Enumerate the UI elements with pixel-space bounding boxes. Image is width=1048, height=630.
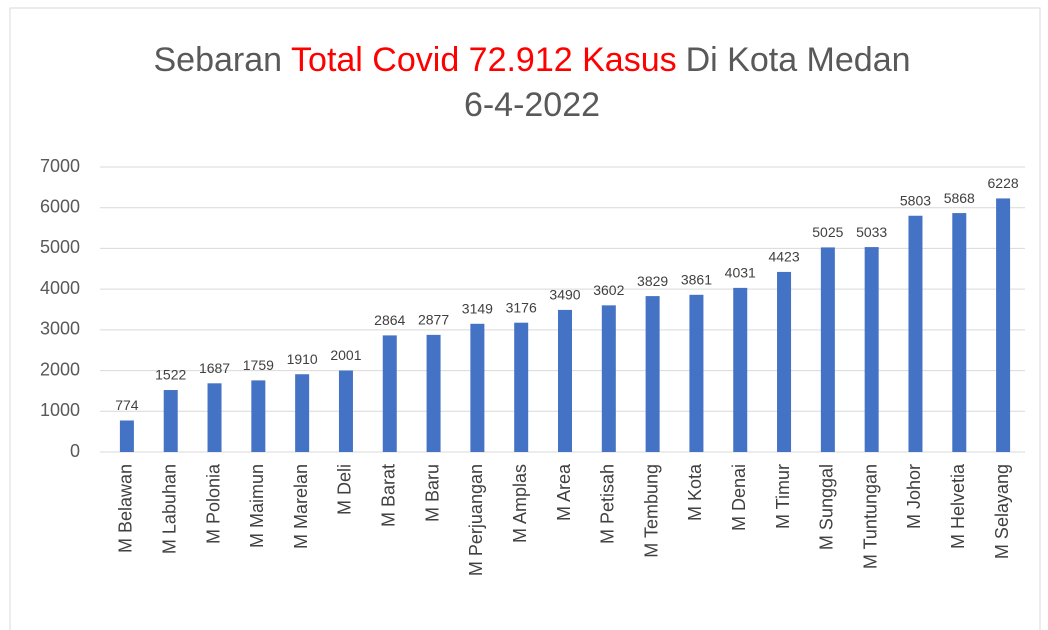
x-tick-label: M Belawan bbox=[116, 464, 136, 553]
y-tick-label: 4000 bbox=[40, 278, 80, 298]
y-tick-label: 7000 bbox=[40, 156, 80, 176]
x-tick-label: M Perjuangan bbox=[466, 464, 486, 576]
value-label: 3602 bbox=[593, 282, 624, 298]
x-tick-label: M Tuntungan bbox=[860, 464, 880, 569]
x-tick-label: M Tembung bbox=[641, 464, 661, 558]
x-tick-label: M Timur bbox=[773, 464, 793, 529]
chart-subtitle: 6-4-2022 bbox=[464, 86, 600, 124]
value-label: 3490 bbox=[549, 287, 580, 303]
y-tick-label: 2000 bbox=[40, 359, 80, 379]
value-label: 774 bbox=[115, 397, 139, 413]
value-label: 3829 bbox=[637, 273, 668, 289]
x-tick-label: M Marelan bbox=[291, 464, 311, 549]
bar bbox=[207, 383, 222, 452]
x-tick-label: M Area bbox=[554, 463, 574, 521]
x-tick-label: M Polonia bbox=[203, 463, 223, 544]
x-tick-label: M Petisah bbox=[598, 464, 618, 544]
x-tick-label: M Johor bbox=[904, 464, 924, 529]
title-highlight: Total Covid 72.912 Kasus bbox=[291, 41, 677, 79]
x-tick-label: M Maimun bbox=[247, 464, 267, 548]
bar bbox=[952, 213, 967, 452]
value-label: 1522 bbox=[155, 367, 186, 383]
value-label: 5803 bbox=[900, 192, 931, 208]
bar bbox=[996, 198, 1011, 452]
bar bbox=[163, 390, 178, 452]
bar bbox=[382, 335, 397, 452]
x-tick-label: M Labuhan bbox=[159, 464, 179, 554]
chart-title: Sebaran Total Covid 72.912 Kasus Di Kota M… bbox=[153, 41, 910, 79]
chart-frame bbox=[9, 7, 1041, 630]
bar bbox=[295, 374, 310, 452]
value-label: 1687 bbox=[199, 360, 230, 376]
bar bbox=[908, 215, 923, 452]
y-tick-label: 6000 bbox=[40, 196, 80, 216]
value-label: 2001 bbox=[330, 347, 361, 363]
bar bbox=[558, 309, 572, 452]
y-tick-label: 5000 bbox=[40, 237, 80, 257]
x-tick-label: M Baru bbox=[422, 464, 442, 522]
bar bbox=[338, 370, 353, 452]
bar bbox=[820, 247, 835, 452]
bar bbox=[733, 287, 748, 452]
value-label: 4423 bbox=[768, 249, 799, 265]
bar bbox=[864, 247, 879, 452]
x-tick-label: M Denai bbox=[729, 464, 749, 531]
value-label: 3149 bbox=[462, 300, 493, 316]
x-tick-label: M Helvetia bbox=[948, 463, 968, 549]
y-tick-label: 3000 bbox=[40, 319, 80, 339]
value-label: 5033 bbox=[856, 224, 887, 240]
bar bbox=[689, 294, 704, 452]
bar bbox=[119, 420, 134, 452]
y-tick-label: 0 bbox=[70, 441, 80, 461]
bar bbox=[470, 323, 485, 452]
x-tick-label: M Sunggal bbox=[817, 464, 837, 550]
value-label: 2864 bbox=[374, 312, 405, 328]
x-tick-label: M Barat bbox=[379, 464, 399, 527]
value-label: 5868 bbox=[944, 190, 975, 206]
value-label: 3176 bbox=[506, 299, 537, 315]
value-label: 4031 bbox=[725, 265, 756, 281]
bar bbox=[514, 322, 529, 452]
title-part: Sebaran bbox=[153, 41, 282, 79]
value-label: 3861 bbox=[681, 272, 712, 288]
bar bbox=[251, 380, 266, 452]
value-label: 2877 bbox=[418, 312, 449, 328]
title-part: Di Kota Medan bbox=[686, 41, 911, 79]
x-tick-label: M Deli bbox=[335, 464, 355, 515]
bar bbox=[426, 334, 441, 452]
value-label: 5025 bbox=[812, 224, 843, 240]
bar bbox=[601, 305, 616, 452]
y-tick-label: 1000 bbox=[40, 400, 80, 420]
x-tick-label: M Selayang bbox=[992, 464, 1012, 559]
value-label: 6228 bbox=[988, 175, 1019, 191]
x-tick-label: M Amplas bbox=[510, 464, 530, 543]
x-tick-label: M Kota bbox=[685, 463, 705, 521]
bar bbox=[645, 296, 660, 452]
bar bbox=[777, 271, 792, 452]
value-label: 1759 bbox=[243, 357, 274, 373]
value-label: 1910 bbox=[287, 351, 318, 367]
